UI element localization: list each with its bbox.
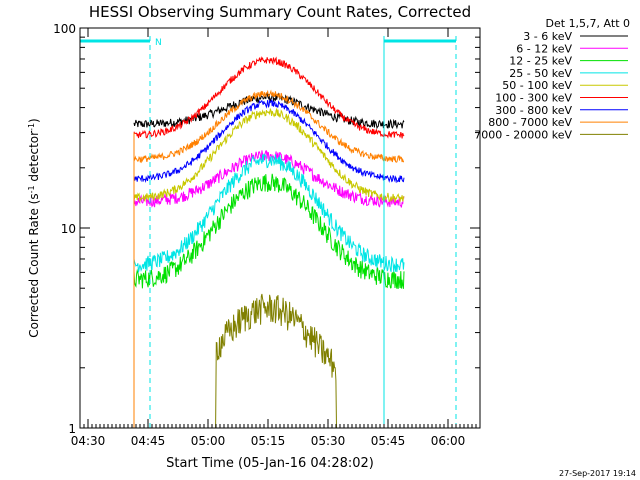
legend-entry-2: 12 - 25 keV: [509, 55, 572, 68]
legend-entry-6: 300 - 800 keV: [495, 104, 572, 117]
plot-frame: [79, 27, 481, 429]
series-line-4: [133, 107, 405, 203]
y-tick-label-1: 10: [61, 222, 76, 236]
footer-date: 27-Sep-2017 19:14: [559, 469, 636, 478]
series-line-3: [133, 153, 405, 273]
x-tick-label-1: 04:45: [131, 434, 166, 448]
legend-entry-5: 100 - 300 keV: [495, 92, 572, 105]
series-line-0: [133, 92, 405, 130]
x-tick-label-4: 05:30: [311, 434, 346, 448]
x-tick-label-5: 05:45: [371, 434, 406, 448]
axis-ticks: 04:30 04:45 05:00 05:15 05:30 05:45 06:00 1 10 10…: [53, 22, 481, 448]
chart-title: HESSI Observing Summary Count Rates, Cor…: [89, 3, 471, 21]
x-tick-label-6: 06:00: [431, 434, 466, 448]
legend-entry-1: 6 - 12 keV: [516, 42, 572, 55]
series-line-1: [133, 150, 405, 208]
series-layer: [133, 55, 405, 429]
legend-entry-0: 3 - 6 keV: [523, 30, 572, 43]
y-tick-label-2: 100: [53, 22, 76, 36]
x-axis-label: Start Time (05-Jan-16 04:28:02): [166, 456, 374, 471]
series-line-5: [133, 55, 405, 139]
x-tick-label-2: 05:00: [191, 434, 226, 448]
legend-entry-8: 7000 - 20000 keV: [474, 128, 572, 141]
legend-entry-3: 25 - 50 keV: [509, 67, 572, 80]
legend-entry-7: 800 - 7000 keV: [488, 116, 572, 129]
series-line-7: [133, 89, 404, 164]
x-tick-label-3: 05:15: [251, 434, 286, 448]
series-line-2: [133, 173, 405, 289]
y-axis-label: Corrected Count Rate (s-1 detector-1): [27, 118, 42, 337]
night-marker-label: N: [155, 38, 162, 48]
series-line-8: [134, 293, 404, 429]
legend-entry-4: 50 - 100 keV: [502, 79, 572, 92]
x-tick-label-0: 04:30: [71, 434, 106, 448]
legend-title: Det 1,5,7, Att 0: [546, 17, 630, 30]
series-line-6: [133, 98, 405, 184]
y-tick-label-0: 1: [68, 422, 76, 436]
